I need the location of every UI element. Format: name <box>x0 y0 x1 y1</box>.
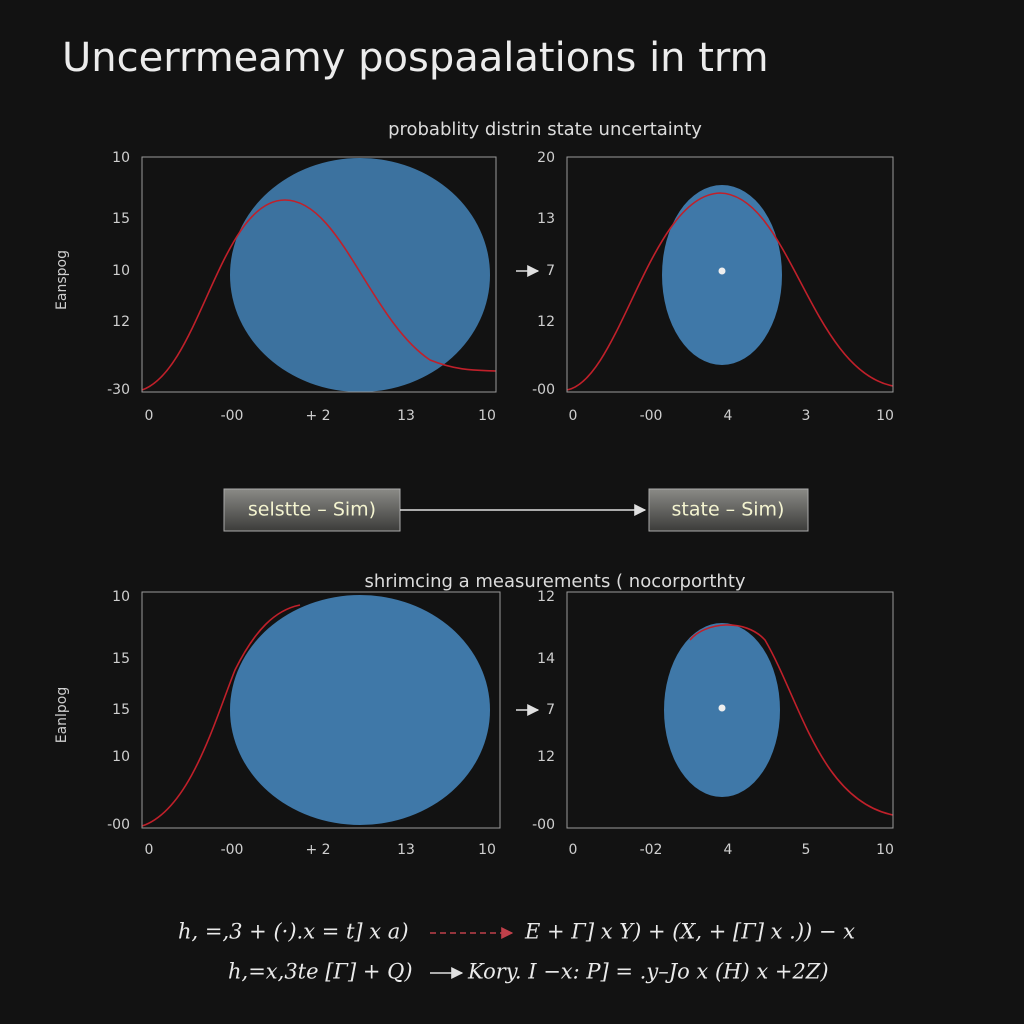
equation: E + Γ] x Y) + (X, + [Γ] x .)) − x <box>524 920 855 944</box>
y-tick-label: 10 <box>112 589 130 605</box>
x-tick-label: 5 <box>802 842 811 858</box>
x-tick-label: 3 <box>802 408 811 424</box>
plot-frame <box>566 591 894 829</box>
state-label: state – Sim) <box>672 499 785 521</box>
x-tick-label: + 2 <box>305 408 330 424</box>
curve <box>141 604 301 827</box>
equation: Kory. I −x: P] = .y–Jo x (H) x +2Z) <box>467 960 829 984</box>
distribution-ellipse <box>230 595 490 825</box>
y-tick-label: 10 <box>112 263 130 279</box>
x-tick-label: 13 <box>397 842 415 858</box>
x-tick-label: -00 <box>221 842 244 858</box>
x-tick-label: + 2 <box>305 842 330 858</box>
state-box <box>648 488 809 532</box>
y-tick-label: 12 <box>537 589 555 605</box>
y-tick-label: 10 <box>112 150 130 166</box>
equation: h, =,3 + (·).x = t] x a) <box>178 920 409 944</box>
state-label: selstte – Sim) <box>248 499 376 521</box>
equation: h,=x,3te [Γ] + Q) <box>228 960 413 984</box>
x-tick-label: 10 <box>478 842 496 858</box>
y-tick-label: 15 <box>112 211 130 227</box>
y-axis-label: Eanlpog <box>54 687 70 744</box>
plot-frame <box>141 591 501 829</box>
x-tick-label: 10 <box>876 842 894 858</box>
subtitle: shrimcing a measurements ( nocorporthty <box>364 571 745 592</box>
x-tick-label: 10 <box>478 408 496 424</box>
x-tick-label: 0 <box>145 842 154 858</box>
y-tick-label: 12 <box>112 314 130 330</box>
curve <box>566 192 894 391</box>
y-tick-label: 12 <box>537 749 555 765</box>
x-tick-label: 0 <box>145 408 154 424</box>
x-tick-label: -00 <box>221 408 244 424</box>
y-tick-label: -30 <box>107 382 130 398</box>
y-tick-label: 7 <box>546 702 555 718</box>
x-tick-label: 13 <box>397 408 415 424</box>
y-tick-label: -00 <box>532 817 555 833</box>
x-tick-label: 10 <box>876 408 894 424</box>
curve <box>141 199 497 391</box>
y-tick-label: -00 <box>107 817 130 833</box>
y-tick-label: 15 <box>112 651 130 667</box>
plot-frame <box>141 156 497 393</box>
y-tick-label: 10 <box>112 749 130 765</box>
title: Uncerrmeamy pospaalations in trm <box>62 35 769 81</box>
point <box>718 267 726 275</box>
x-tick-label: -00 <box>640 408 663 424</box>
plot-frame <box>566 156 894 393</box>
y-tick-label: 15 <box>112 702 130 718</box>
distribution-ellipse <box>230 158 490 392</box>
y-tick-label: 14 <box>537 651 555 667</box>
curve <box>689 624 894 816</box>
y-tick-label: 13 <box>537 211 555 227</box>
x-tick-label: 4 <box>724 842 733 858</box>
distribution-ellipse <box>662 185 782 365</box>
point <box>718 704 726 712</box>
x-tick-label: 0 <box>569 408 578 424</box>
y-tick-label: -00 <box>532 382 555 398</box>
x-tick-label: -02 <box>640 842 663 858</box>
y-axis-label: Eanspog <box>54 250 70 310</box>
y-tick-label: 12 <box>537 314 555 330</box>
y-tick-label: 20 <box>537 150 555 166</box>
x-tick-label: 0 <box>569 842 578 858</box>
x-tick-label: 4 <box>724 408 733 424</box>
subtitle: probablity distrin state uncertainty <box>388 119 702 140</box>
y-tick-label: 7 <box>546 263 555 279</box>
